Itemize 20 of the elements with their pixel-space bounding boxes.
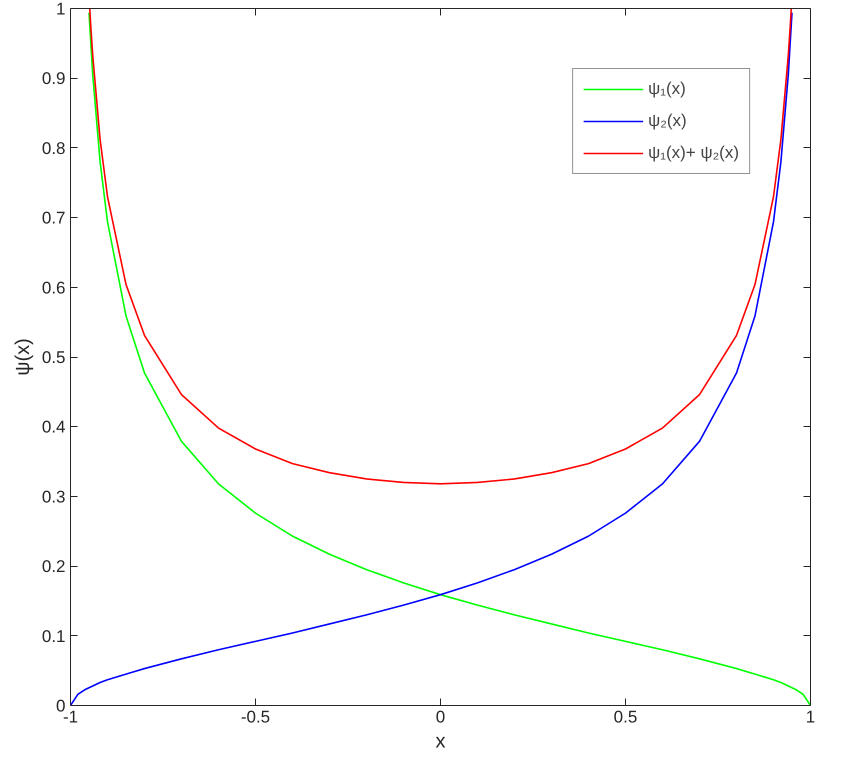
y-tick-label: 0.3 (42, 487, 66, 506)
y-tick-label: 0.1 (42, 626, 66, 646)
legend-label: ψ₁(x) (648, 79, 686, 99)
x-tick-label: 0 (436, 708, 446, 726)
x-axis-title: x (436, 730, 446, 752)
y-tick-label: 1 (56, 0, 66, 18)
y-axis-title: ψ(x) (12, 338, 34, 376)
y-tick-label: 0.8 (42, 138, 66, 158)
x-tick-label: 0.5 (614, 708, 638, 726)
line-series (88, 8, 792, 485)
y-tick-label: 0.7 (42, 208, 66, 228)
y-tick-label: 0.5 (42, 348, 66, 367)
x-tick-label: 1 (806, 708, 816, 726)
x-tick-label: -0.5 (240, 708, 270, 726)
y-tick-label: 0.4 (42, 418, 66, 437)
legend-label: ψ₁(x)+ ψ₂(x) (648, 143, 739, 163)
y-tick-label: 0.9 (42, 69, 66, 88)
y-tick-label: 0.2 (42, 557, 66, 576)
legend-label: ψ₂(x) (648, 111, 687, 131)
y-tick-label: 0.6 (42, 278, 66, 298)
